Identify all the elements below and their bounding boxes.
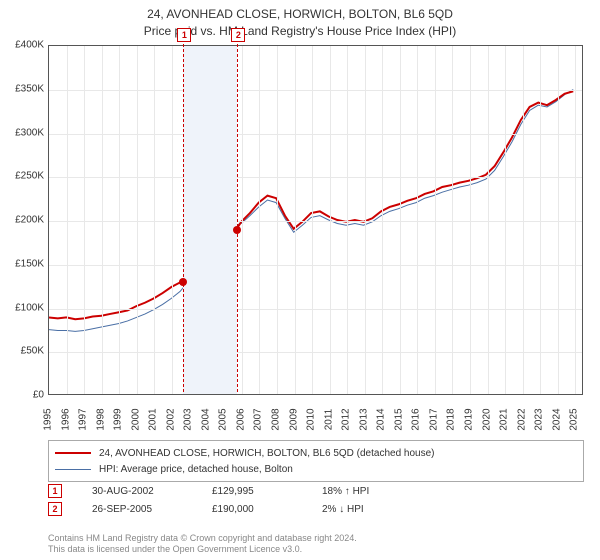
plot-area: 12 <box>48 45 583 395</box>
legend-line-1 <box>55 452 91 454</box>
x-axis-label: 2006 <box>235 408 246 430</box>
x-axis-label: 2025 <box>569 408 580 430</box>
sale-date: 26-SEP-2005 <box>92 504 182 515</box>
x-axis-label: 2024 <box>551 408 562 430</box>
x-axis-label: 2005 <box>218 408 229 430</box>
y-axis-label: £150K <box>0 258 44 269</box>
x-axis-label: 2007 <box>253 408 264 430</box>
legend-row: 24, AVONHEAD CLOSE, HORWICH, BOLTON, BL6… <box>55 445 577 461</box>
footer-line2: This data is licensed under the Open Gov… <box>48 544 302 554</box>
sale-delta: 2% ↓ HPI <box>322 504 364 515</box>
chart-title: 24, AVONHEAD CLOSE, HORWICH, BOLTON, BL6… <box>0 0 600 40</box>
x-axis-label: 1999 <box>113 408 124 430</box>
title-line2: Price paid vs. HM Land Registry's House … <box>0 23 600 40</box>
x-axis-label: 2020 <box>481 408 492 430</box>
x-axis-label: 2016 <box>411 408 422 430</box>
sale-marker-1: 1 <box>48 484 62 498</box>
x-axis-label: 2017 <box>428 408 439 430</box>
marker-vline <box>237 44 238 392</box>
marker-vline <box>183 44 184 392</box>
sale-delta: 18% ↑ HPI <box>322 486 369 497</box>
x-axis-label: 1997 <box>78 408 89 430</box>
x-axis-label: 1998 <box>95 408 106 430</box>
x-axis-label: 1995 <box>43 408 54 430</box>
y-axis-label: £400K <box>0 40 44 51</box>
x-axis-label: 2000 <box>130 408 141 430</box>
x-axis-label: 2015 <box>393 408 404 430</box>
y-axis-label: £300K <box>0 127 44 138</box>
x-axis-label: 2004 <box>200 408 211 430</box>
legend-label-2: HPI: Average price, detached house, Bolt… <box>99 464 293 475</box>
sale-row: 2 26-SEP-2005 £190,000 2% ↓ HPI <box>48 500 578 518</box>
y-axis-label: £50K <box>0 346 44 357</box>
legend-row: HPI: Average price, detached house, Bolt… <box>55 461 577 477</box>
chart-container: 12 £0 £50K £100K £150K £200K £250K £300K £350K £… <box>0 40 600 435</box>
x-axis-label: 2011 <box>323 409 334 431</box>
sales-table: 1 30-AUG-2002 £129,995 18% ↑ HPI 2 26-SE… <box>48 482 578 518</box>
sale-date: 30-AUG-2002 <box>92 486 182 497</box>
sale-row: 1 30-AUG-2002 £129,995 18% ↑ HPI <box>48 482 578 500</box>
x-axis-label: 2021 <box>499 408 510 430</box>
sale-dot <box>233 226 241 234</box>
line-series-svg <box>49 46 582 394</box>
x-axis-label: 2001 <box>148 408 159 430</box>
footer-attribution: Contains HM Land Registry data © Crown c… <box>48 533 357 556</box>
x-axis-label: 2013 <box>358 408 369 430</box>
sale-period-band <box>183 46 237 394</box>
x-axis-label: 2022 <box>516 408 527 430</box>
sale-marker-2: 2 <box>48 502 62 516</box>
sale-dot <box>179 278 187 286</box>
marker-label: 1 <box>177 28 191 42</box>
y-axis-label: £200K <box>0 215 44 226</box>
x-axis-label: 2018 <box>446 408 457 430</box>
x-axis-label: 1996 <box>60 408 71 430</box>
x-axis-label: 2008 <box>271 408 282 430</box>
y-axis-label: £350K <box>0 83 44 94</box>
x-axis-label: 2009 <box>288 408 299 430</box>
marker-label: 2 <box>231 28 245 42</box>
x-axis-label: 2014 <box>376 408 387 430</box>
y-axis-label: £250K <box>0 171 44 182</box>
sale-price: £129,995 <box>212 486 292 497</box>
x-axis-label: 2010 <box>306 408 317 430</box>
y-axis-label: £0 <box>0 390 44 401</box>
x-axis-label: 2023 <box>534 408 545 430</box>
legend-line-2 <box>55 469 91 470</box>
x-axis-label: 2019 <box>463 408 474 430</box>
x-axis-label: 2002 <box>165 408 176 430</box>
footer-line1: Contains HM Land Registry data © Crown c… <box>48 533 357 543</box>
legend-box: 24, AVONHEAD CLOSE, HORWICH, BOLTON, BL6… <box>48 440 584 482</box>
y-axis-label: £100K <box>0 302 44 313</box>
title-line1: 24, AVONHEAD CLOSE, HORWICH, BOLTON, BL6… <box>147 7 453 21</box>
sale-price: £190,000 <box>212 504 292 515</box>
legend-label-1: 24, AVONHEAD CLOSE, HORWICH, BOLTON, BL6… <box>99 448 435 459</box>
x-axis-label: 2003 <box>183 408 194 430</box>
x-axis-label: 2012 <box>341 408 352 430</box>
